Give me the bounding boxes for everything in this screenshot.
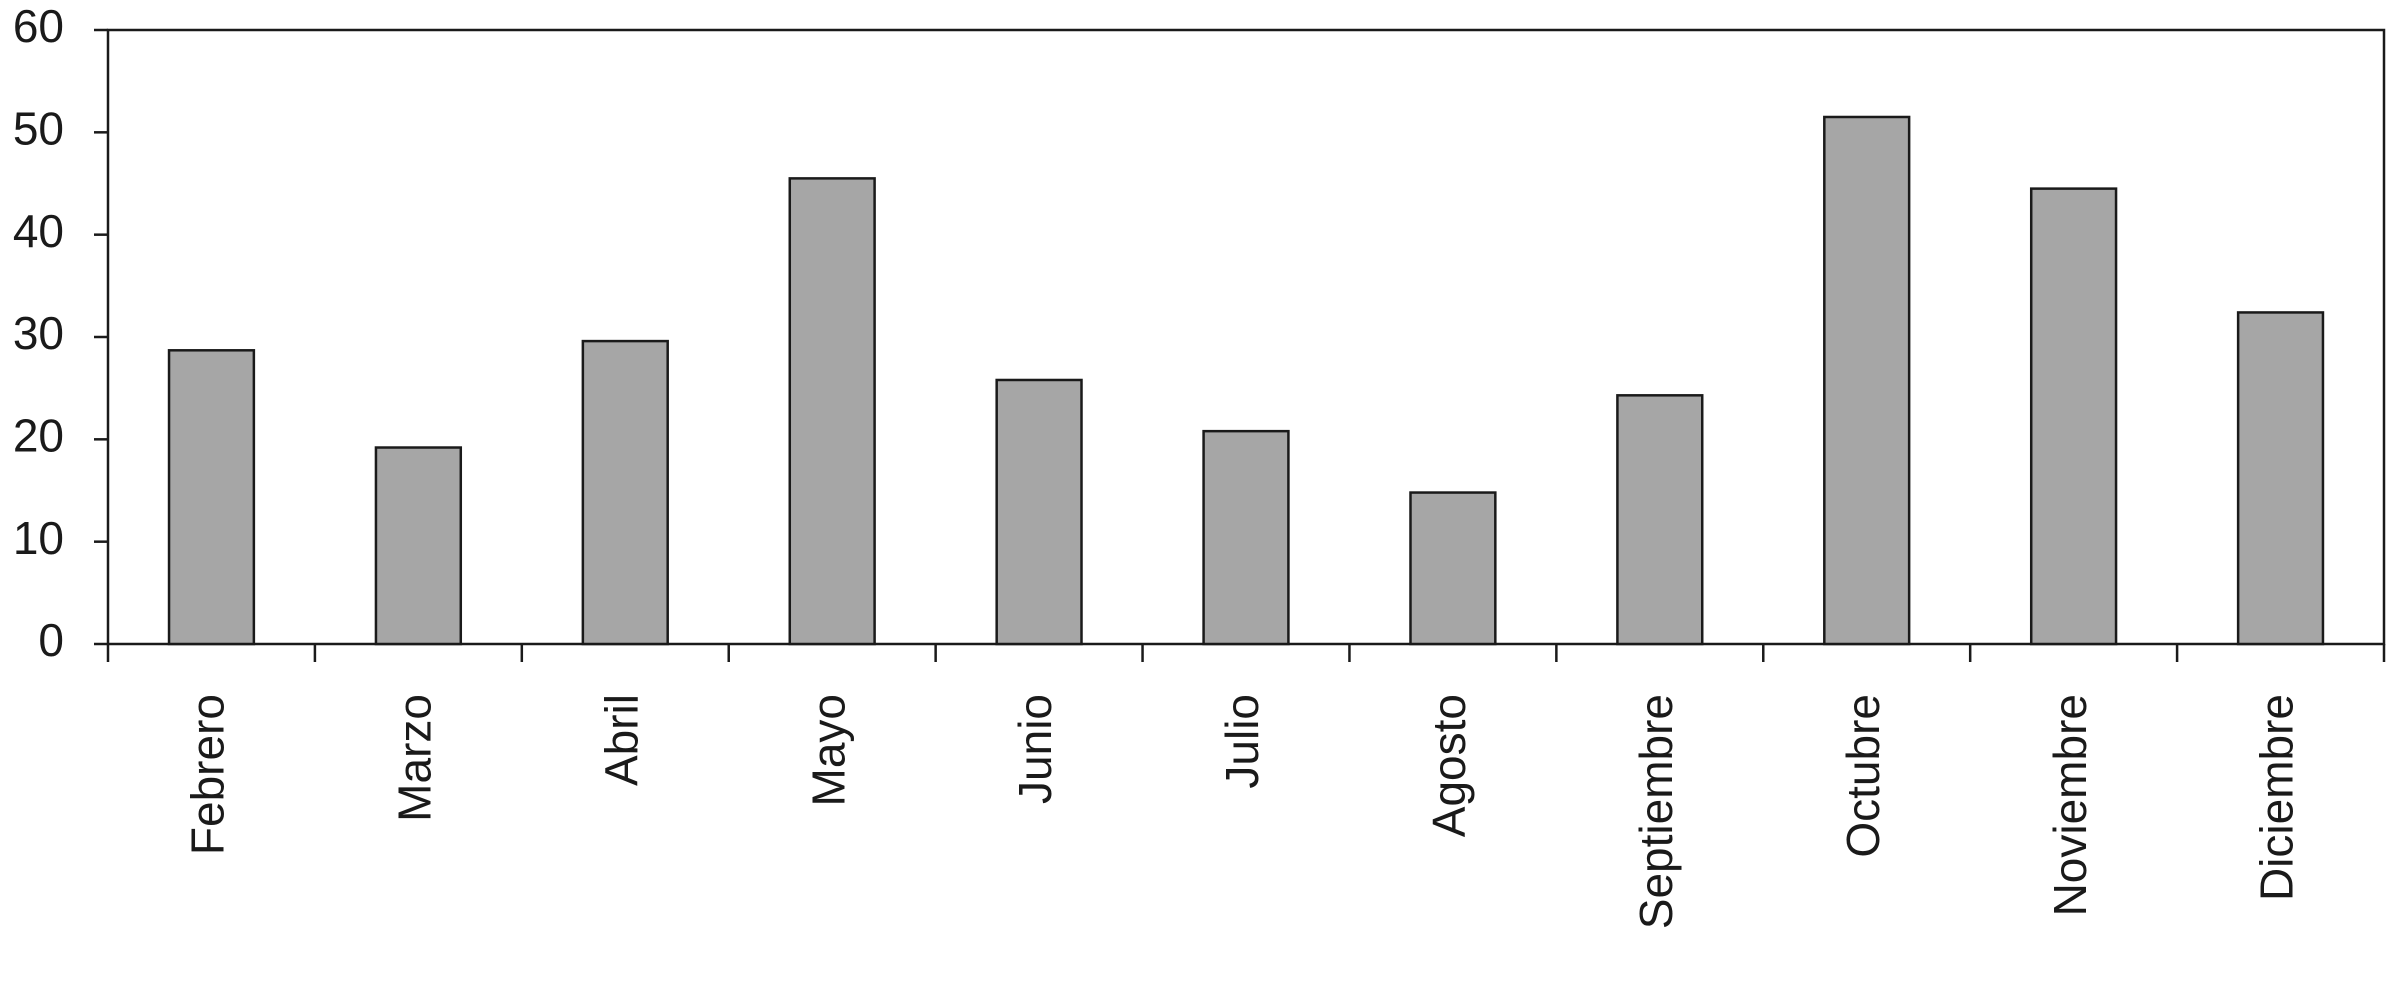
bar (167, 349, 256, 646)
y-tick-label: 60 (13, 0, 64, 52)
bar (1202, 429, 1290, 646)
x-tick-label: Febrero (182, 694, 234, 855)
x-tick-label: Diciembre (2251, 694, 2303, 901)
x-tick-label: Junio (1009, 694, 1061, 804)
x-tick-label: Agosto (1423, 694, 1475, 837)
bar (374, 446, 463, 646)
bar (995, 378, 1083, 646)
bar (1409, 491, 1497, 646)
y-tick-label: 20 (13, 409, 64, 461)
x-tick-label: Noviembre (2044, 694, 2096, 916)
y-tick-label: 10 (13, 512, 64, 564)
bar (788, 177, 876, 646)
x-tick-label: Abril (595, 694, 647, 786)
y-tick-label: 0 (38, 614, 64, 666)
y-tick-label: 50 (13, 102, 64, 154)
x-tick-label: Julio (1216, 694, 1268, 789)
bar (2236, 311, 2325, 646)
y-tick-label: 30 (13, 307, 64, 359)
bar (581, 339, 669, 646)
x-tick-label: Mayo (802, 694, 854, 806)
y-tick-label: 40 (13, 205, 64, 257)
bar (1823, 115, 1911, 646)
bar (2029, 187, 2118, 646)
x-tick-label: Septiembre (1630, 694, 1682, 929)
x-tick-label: Marzo (389, 694, 441, 822)
bar (1616, 394, 1704, 646)
x-tick-label: Octubre (1837, 694, 1889, 858)
